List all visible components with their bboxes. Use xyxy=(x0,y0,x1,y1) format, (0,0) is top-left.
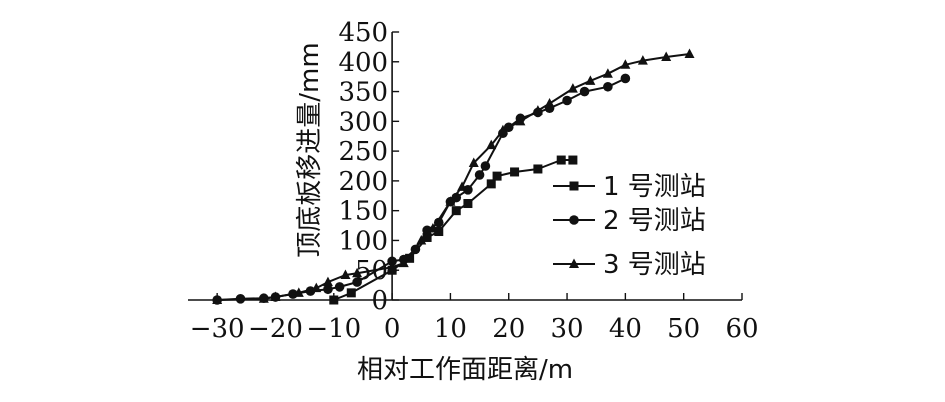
data-point-2 xyxy=(352,277,362,287)
legend-marker-3 xyxy=(569,258,579,268)
data-point-1 xyxy=(451,206,461,216)
data-point-2 xyxy=(474,170,485,180)
x-tick-label: 30 xyxy=(551,314,584,344)
data-point-1 xyxy=(434,227,444,237)
y-tick-label: 0 xyxy=(372,286,389,316)
data-point-1 xyxy=(510,167,520,177)
data-point-3 xyxy=(352,267,363,278)
data-point-3 xyxy=(585,75,596,85)
y-tick-label: 400 xyxy=(338,48,388,78)
data-point-3 xyxy=(661,51,672,62)
data-point-1 xyxy=(492,171,502,181)
data-point-1 xyxy=(486,179,496,189)
y-tick-label: 250 xyxy=(338,137,388,167)
x-tick-label: 10 xyxy=(434,314,467,344)
data-point-3 xyxy=(340,269,351,279)
data-point-3 xyxy=(457,181,468,191)
series-line-2 xyxy=(217,77,626,301)
data-point-3 xyxy=(445,196,456,206)
x-tick-label: 50 xyxy=(667,314,700,344)
x-tick-label: 60 xyxy=(725,314,758,344)
data-point-3 xyxy=(620,59,631,69)
data-point-3 xyxy=(602,68,613,78)
data-point-2 xyxy=(562,95,572,106)
data-point-2 xyxy=(579,86,590,97)
data-point-3 xyxy=(684,48,695,59)
data-point-3 xyxy=(387,261,398,272)
data-point-2 xyxy=(451,192,462,203)
legend-label-1: 1 号测站 xyxy=(603,172,706,202)
data-point-1 xyxy=(405,253,415,263)
data-point-2 xyxy=(480,161,491,171)
legend-marker-2 xyxy=(569,215,579,225)
data-point-3 xyxy=(544,97,555,108)
legend-label-2: 2 号测站 xyxy=(603,206,706,236)
data-point-3 xyxy=(398,257,409,268)
y-tick-label: 350 xyxy=(338,78,388,108)
data-point-3 xyxy=(311,282,322,293)
data-point-2 xyxy=(463,185,473,195)
data-point-3 xyxy=(515,115,526,126)
y-tick-label: 200 xyxy=(338,167,388,197)
data-point-3 xyxy=(416,234,427,245)
y-tick-label: 100 xyxy=(338,226,388,256)
y-tick-label: 300 xyxy=(338,107,388,137)
data-point-1 xyxy=(568,155,578,165)
data-point-3 xyxy=(637,55,648,65)
data-point-2 xyxy=(323,284,333,295)
data-point-1 xyxy=(463,199,473,209)
y-axis-title: 顶底板移进量/mm xyxy=(295,42,325,257)
data-point-2 xyxy=(334,282,345,292)
data-point-3 xyxy=(322,276,333,287)
data-point-1 xyxy=(533,164,543,174)
x-tick-label: −30 xyxy=(190,314,245,344)
data-point-2 xyxy=(620,73,631,84)
data-point-3 xyxy=(258,293,269,303)
data-point-1 xyxy=(422,232,432,242)
y-tick-label: 450 xyxy=(338,18,388,48)
legend-label-3: 3 号测站 xyxy=(603,250,706,280)
data-point-3 xyxy=(486,139,497,150)
data-point-1 xyxy=(346,288,356,298)
x-tick-label: −20 xyxy=(248,314,303,344)
y-tick-label: 150 xyxy=(338,197,388,227)
data-point-3 xyxy=(293,287,304,297)
x-tick-label: −10 xyxy=(306,314,361,344)
data-point-2 xyxy=(603,81,613,92)
data-point-3 xyxy=(468,157,479,168)
legend-marker-1 xyxy=(569,181,579,191)
x-tick-label: 20 xyxy=(492,314,525,344)
data-point-3 xyxy=(270,291,281,302)
data-point-1 xyxy=(329,295,339,305)
data-point-3 xyxy=(212,294,223,304)
data-point-3 xyxy=(567,83,578,93)
data-point-3 xyxy=(532,105,543,115)
x-tick-label: 40 xyxy=(609,314,642,344)
data-point-2 xyxy=(387,256,397,267)
data-point-3 xyxy=(427,223,438,233)
data-point-1 xyxy=(556,155,566,165)
x-tick-label: 0 xyxy=(384,314,401,344)
data-point-3 xyxy=(497,124,508,135)
x-axis-title: 相对工作面距离/m xyxy=(357,355,573,385)
